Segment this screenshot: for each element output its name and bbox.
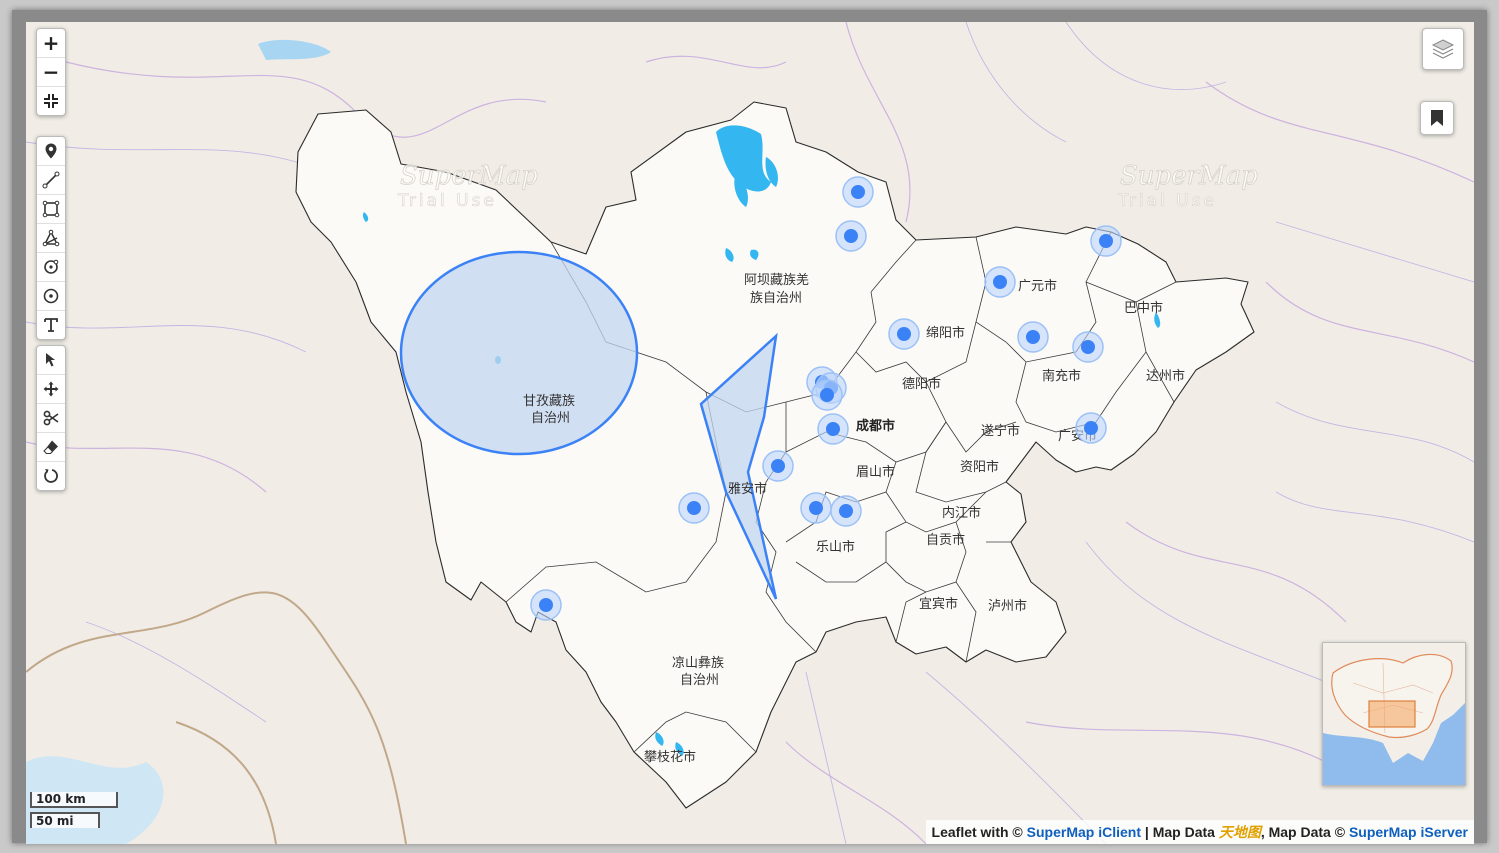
region-label-luzhou: 泸州市 [988, 598, 1027, 614]
region-label-nanchong: 南充市 [1042, 368, 1081, 384]
region-label-yaan: 雅安市 [728, 481, 767, 497]
map-marker [1017, 321, 1049, 353]
region-label-guangyuan: 广元市 [1018, 278, 1057, 294]
zoom-out-button[interactable]: − [37, 58, 65, 87]
drawn-circle[interactable] [399, 250, 639, 456]
basemap: SuperMap Trial Use SuperMap Trial Use 阿坝… [26, 22, 1474, 844]
cut-polygon-button[interactable] [37, 404, 65, 433]
watermark: SuperMap Trial Use SuperMap Trial Use [397, 161, 1259, 212]
fit-extent-button[interactable] [37, 87, 65, 115]
svg-text:Trial Use: Trial Use [1117, 191, 1217, 211]
svg-text:Trial Use: Trial Use [397, 191, 497, 211]
map-marker [1072, 331, 1104, 363]
region-label-deyang: 德阳市 [902, 376, 941, 392]
draw-polygon-button[interactable] [37, 224, 65, 253]
supermap-iclient-link[interactable]: SuperMap iClient [1026, 824, 1141, 840]
edit-toolbar [36, 345, 66, 491]
country-border [26, 591, 407, 844]
map-viewport[interactable]: SuperMap Trial Use SuperMap Trial Use 阿坝… [26, 22, 1474, 844]
edit-cursor-icon [46, 353, 55, 367]
polygon-icon [42, 229, 60, 247]
region-label-yibin: 宜宾市 [919, 596, 958, 612]
map-marker [984, 266, 1016, 298]
region-label-aba-2: 族自治州 [750, 290, 802, 306]
region-label-zigong: 自贡市 [926, 532, 965, 548]
region-label-chengdu: 成都市 [856, 418, 895, 434]
region-label-ganzi-2: 自治州 [531, 411, 570, 426]
eraser-icon [43, 440, 58, 454]
draw-text-button[interactable] [37, 311, 65, 339]
polyline-icon [42, 171, 60, 189]
plus-icon: + [42, 31, 60, 55]
map-marker [811, 379, 843, 411]
rectangle-icon [42, 200, 60, 218]
region-label-ziyang: 资阳市 [960, 459, 999, 475]
map-marker [842, 176, 874, 208]
map-marker [830, 495, 862, 527]
svg-text:SuperMap: SuperMap [400, 161, 538, 191]
map-marker [1090, 225, 1122, 257]
rotate-icon [44, 469, 58, 483]
circle-marker-icon [44, 259, 59, 274]
text-icon [44, 318, 58, 332]
scissors-icon [43, 410, 59, 426]
lake [258, 39, 331, 60]
bookmark-icon [1431, 110, 1443, 126]
draw-marker-button[interactable] [37, 137, 65, 166]
scale-bar-km: 100 km [30, 792, 118, 808]
region-label-bazhong: 巴中市 [1124, 300, 1163, 316]
zoom-control: + − [36, 28, 66, 116]
map-marker [530, 589, 562, 621]
map-marker [817, 413, 849, 445]
minimap-extent-box[interactable] [1368, 700, 1416, 728]
scale-bar-mi: 50 mi [30, 812, 100, 828]
region-label-dazhou: 达州市 [1146, 368, 1185, 384]
drawn-polygon[interactable] [699, 332, 778, 600]
erase-button[interactable] [37, 433, 65, 462]
drag-move-button[interactable] [37, 375, 65, 404]
tianditu-logo: 天地图 [1218, 824, 1261, 840]
region-labels: 阿坝藏族羌 族自治州 甘孜藏族 自治州 凉山彝族 自治州 广元市 巴中市 绵阳市… [523, 272, 1185, 765]
map-marker [888, 318, 920, 350]
layers-icon [1431, 39, 1455, 59]
map-pin-icon [45, 143, 57, 159]
map-marker [1075, 412, 1107, 444]
region-label-leshan: 乐山市 [816, 539, 855, 555]
draw-polyline-button[interactable] [37, 166, 65, 195]
move-arrows-icon [43, 381, 59, 397]
minus-icon: − [42, 60, 60, 84]
region-label-mianyang: 绵阳市 [926, 325, 965, 341]
overview-minimap[interactable] [1322, 642, 1466, 786]
draw-circle-marker-button[interactable] [37, 253, 65, 282]
zoom-in-button[interactable]: + [37, 29, 65, 58]
draw-toolbar [36, 136, 66, 340]
region-label-meishan: 眉山市 [856, 464, 895, 480]
attribution: Leaflet with © SuperMap iClient | Map Da… [925, 820, 1474, 844]
region-label-panzhihua: 攀枝花市 [644, 749, 696, 765]
draw-circle-button[interactable] [37, 282, 65, 311]
supermap-iserver-link[interactable]: SuperMap iServer [1348, 824, 1468, 840]
draw-rectangle-button[interactable] [37, 195, 65, 224]
bookmark-button[interactable] [1420, 101, 1454, 135]
collapse-icon [44, 94, 58, 108]
region-label-aba-1: 阿坝藏族羌 [744, 272, 809, 288]
minimap-map [1323, 643, 1465, 785]
region-label-suining: 遂宁市 [981, 423, 1020, 439]
province-borders [26, 22, 1474, 844]
rotate-button[interactable] [37, 462, 65, 490]
map-marker [800, 492, 832, 524]
map-marker [678, 492, 710, 524]
circle-icon [43, 288, 59, 304]
layers-button[interactable] [1422, 28, 1464, 70]
map-marker [835, 220, 867, 252]
region-label-liangshan-2: 自治州 [680, 673, 719, 688]
region-label-neijiang: 内江市 [942, 505, 981, 521]
svg-text:SuperMap: SuperMap [1120, 161, 1258, 191]
map-marker [762, 450, 794, 482]
edit-vertices-button[interactable] [37, 346, 65, 375]
region-label-ganzi-1: 甘孜藏族 [523, 393, 575, 409]
map-frame: SuperMap Trial Use SuperMap Trial Use 阿坝… [12, 10, 1487, 844]
region-label-liangshan-1: 凉山彝族 [672, 655, 724, 671]
point-markers[interactable] [530, 176, 1122, 621]
